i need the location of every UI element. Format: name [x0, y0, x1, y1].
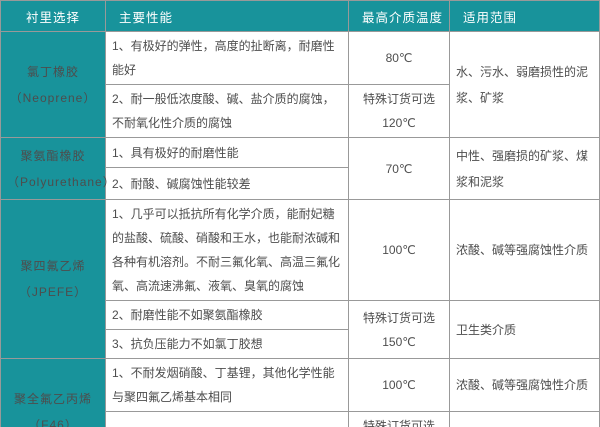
lining-name-cn: 氯丁橡胶	[26, 64, 79, 79]
performance-cell: 3、抗负压能力不如氯丁胶想	[105, 329, 349, 359]
table-row: 聚四氟乙烯 （JPEFE） 1、几乎可以抵抗所有化学介质，能耐妃糖的盐酸、硫酸、…	[0, 199, 600, 359]
table-row: 3、抗负压能力不如氯丁胶想	[1, 329, 600, 359]
performance-cell: 2、抗负压能力高于聚四氟乙烯	[105, 411, 349, 427]
temperature-cell: 100℃	[348, 358, 450, 412]
temperature-cell: 70℃	[348, 137, 450, 200]
lining-name-en: （Neoprene）	[9, 90, 97, 105]
lining-name-cn: 聚四氟乙烯	[20, 259, 86, 273]
header-performance: 主要性能	[105, 0, 349, 32]
application-cell: 水、污水、弱磨损性的泥浆、矿浆	[449, 31, 600, 138]
application-cell: 浓酸、碱等强腐蚀性介质	[449, 199, 600, 301]
table-row: 2、抗负压能力高于聚四氟乙烯 特殊订货可选 150℃ 卫生类介质	[1, 411, 600, 427]
application-cell: 中性、强磨损的矿浆、煤浆和泥浆	[449, 137, 600, 200]
temperature-value: 120℃	[382, 116, 416, 130]
performance-cell: 1、有极好的弹性，高度的扯断离，耐磨性能好	[105, 31, 349, 85]
performance-cell: 2、耐酸、碱腐蚀性能较差	[105, 167, 349, 200]
temperature-cell: 80℃	[348, 31, 450, 85]
header-application: 适用范围	[449, 0, 600, 32]
table-row: 聚氨酯橡胶 （Polyurethane） 1、具有极好的耐磨性能 70℃ 中性、…	[0, 137, 600, 200]
lining-cell-ptfe: 聚四氟乙烯 （JPEFE）	[0, 199, 106, 359]
temperature-value: 150℃	[382, 334, 416, 349]
performance-cell: 2、耐一般低浓度酸、碱、盐介质的腐蚀，不耐氧化性介质的腐蚀	[105, 84, 349, 138]
application-cell: 浓酸、碱等强腐蚀性介质	[449, 358, 600, 412]
header-lining: 衬里选择	[0, 0, 106, 32]
table-row: 2、耐一般低浓度酸、碱、盐介质的腐蚀，不耐氧化性介质的腐蚀 特殊订货可选 120…	[1, 84, 600, 138]
application-cell: 卫生类介质	[449, 300, 600, 359]
header-temperature: 最高介质温度	[348, 0, 450, 32]
table-row: 2、耐磨性能不如聚氨酯橡胶 特殊订货可选 150℃ 卫生类介质	[1, 300, 600, 359]
temperature-cell: 特殊订货可选 150℃	[348, 411, 450, 427]
lining-cell-f46: 聚全氟乙丙烯 （F46）	[0, 358, 106, 427]
temperature-cell: 100℃	[348, 199, 450, 301]
temperature-note: 特殊订货可选	[362, 419, 435, 427]
lining-cell-polyurethane: 聚氨酯橡胶 （Polyurethane）	[0, 137, 116, 200]
table-header-row: 衬里选择 主要性能 最高介质温度 适用范围	[0, 0, 600, 32]
table-row: 氯丁橡胶 （Neoprene） 1、有极好的弹性，高度的扯断离，耐磨性能好 80…	[0, 31, 600, 138]
temperature-cell: 特殊订货可选 150℃	[348, 300, 450, 359]
temperature-note: 特殊订货可选	[362, 310, 435, 325]
lining-name-en: （JPEFE）	[18, 285, 88, 299]
temperature-cell: 特殊订货可选 120℃	[348, 84, 450, 138]
lining-name-en: （F46）	[28, 417, 78, 427]
performance-cell: 1、具有极好的耐磨性能	[105, 137, 349, 168]
lining-name-en: （Polyurethane）	[7, 174, 116, 189]
lining-cell-neoprene: 氯丁橡胶 （Neoprene）	[0, 31, 106, 138]
table-row: 聚全氟乙丙烯 （F46） 1、不耐发烟硝酸、丁基锂，其他化学性能与聚四氟乙烯基本…	[0, 358, 600, 427]
performance-cell: 1、不耐发烟硝酸、丁基锂，其他化学性能与聚四氟乙烯基本相同	[105, 358, 349, 412]
temperature-note: 特殊订货可选	[362, 92, 435, 106]
application-cell: 卫生类介质	[449, 411, 600, 427]
lining-name-cn: 聚全氟乙丙烯	[13, 391, 92, 406]
performance-cell: 1、几乎可以抵抗所有化学介质，能耐妃糖的盐酸、硫酸、硝酸和王水，也能耐浓碱和各种…	[105, 199, 349, 301]
performance-cell: 2、耐磨性能不如聚氨酯橡胶	[105, 300, 349, 330]
lining-name-cn: 聚氨酯橡胶	[20, 148, 86, 163]
